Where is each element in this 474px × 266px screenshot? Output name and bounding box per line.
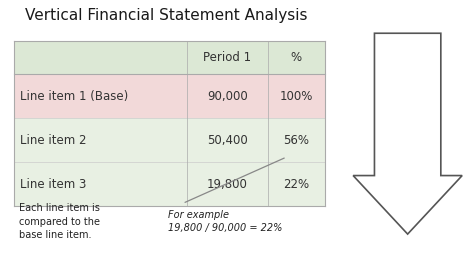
Bar	[14, 118, 325, 162]
Bar	[14, 41, 325, 74]
Text: Period 1: Period 1	[203, 51, 252, 64]
Text: 90,000: 90,000	[207, 90, 248, 103]
Bar	[14, 74, 325, 118]
Text: Each line item is
compared to the
base line item.: Each line item is compared to the base l…	[19, 203, 100, 240]
Text: 50,400: 50,400	[207, 134, 248, 147]
Text: Line item 1 (Base): Line item 1 (Base)	[20, 90, 128, 103]
Text: For example
19,800 / 90,000 = 22%: For example 19,800 / 90,000 = 22%	[168, 210, 283, 233]
Bar	[14, 162, 325, 206]
Text: Line item 3: Line item 3	[20, 178, 87, 191]
Text: 100%: 100%	[280, 90, 313, 103]
Text: Vertical Financial Statement Analysis: Vertical Financial Statement Analysis	[25, 8, 307, 23]
Text: 22%: 22%	[283, 178, 310, 191]
Text: 56%: 56%	[283, 134, 309, 147]
Polygon shape	[353, 33, 462, 234]
Text: Vertical comparison
to base: Vertical comparison to base	[398, 60, 418, 149]
Text: %: %	[291, 51, 302, 64]
Text: Line item 2: Line item 2	[20, 134, 87, 147]
Text: 19,800: 19,800	[207, 178, 248, 191]
